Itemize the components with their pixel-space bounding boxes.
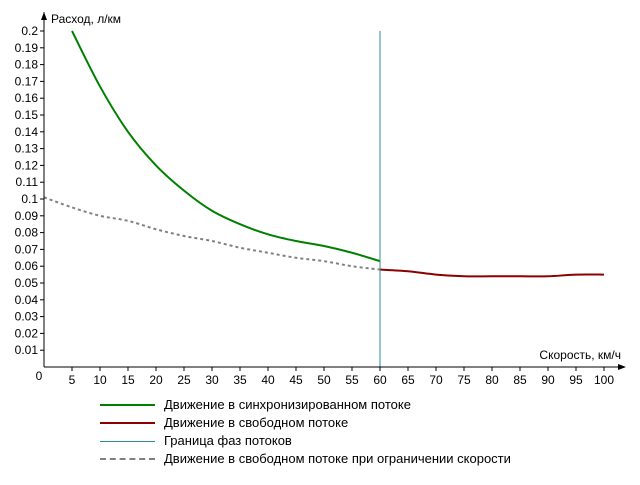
legend-label: Граница фаз потоков [164,433,292,448]
legend-item: Движение в свободном потоке [100,414,620,432]
y-tick-label: 0.05 [15,276,39,290]
x-tick-label: 5 [69,373,76,387]
series-line-speed-limited [43,196,381,271]
x-axis-arrow [618,364,626,370]
y-tick-label: 0.04 [15,293,39,307]
legend-item: Движение в синхронизированном потоке [100,396,620,414]
x-tick-label: 50 [317,373,331,387]
x-tick-label: 75 [457,373,471,387]
y-tick-label: 0.02 [15,326,39,340]
y-tick-label: 0.13 [15,142,39,156]
series-line [71,30,381,263]
origin-label: 0 [36,369,43,383]
legend-swatch [100,422,155,424]
y-tick-label: 0.15 [15,108,39,122]
x-tick-label: 15 [121,373,135,387]
y-tick-label: 0.01 [15,343,39,357]
legend-item: Граница фаз потоков [100,432,620,450]
x-tick-label: 45 [289,373,303,387]
x-tick-label: 30 [205,373,219,387]
y-tick-label: 0.2 [21,24,38,38]
legend-swatch [100,404,155,406]
x-tick-label: 10 [93,373,107,387]
series-line [379,268,605,278]
legend-label: Движение в свободном потоке [164,415,349,430]
y-tick-label: 0.17 [15,74,39,88]
y-tick-label: 0.12 [15,158,39,172]
y-tick-label: 0.19 [15,41,39,55]
legend-swatch [100,458,155,460]
x-axis-label: Скорость, км/ч [539,348,621,362]
x-tick-label: 20 [149,373,163,387]
x-tick-label: 90 [541,373,555,387]
y-tick-label: 0.16 [15,91,39,105]
legend: Движение в синхронизированном потоке Дви… [100,396,620,468]
x-tick-label: 95 [569,373,583,387]
x-tick-label: 25 [177,373,191,387]
x-tick-label: 70 [429,373,443,387]
y-tick-label: 0.14 [15,125,39,139]
x-tick-label: 55 [345,373,359,387]
x-tick-label: 60 [373,373,387,387]
legend-label: Движение в синхронизированном потоке [164,397,411,412]
y-tick-label: 0.11 [16,175,39,189]
x-tick-label: 40 [261,373,275,387]
y-tick-label: 0.09 [15,209,39,223]
y-tick-label: 0.1 [21,192,38,206]
y-tick-label: 0.06 [15,259,39,273]
y-axis-label: Расход, л/км [51,12,121,26]
x-tick-label: 85 [513,373,527,387]
x-tick-label: 80 [485,373,499,387]
legend-item: Движение в свободном потоке при ограниче… [100,450,620,468]
x-tick-label: 65 [401,373,415,387]
y-tick-label: 0.07 [15,242,39,256]
legend-label: Движение в свободном потоке при ограниче… [164,451,511,466]
y-tick-label: 0.18 [15,58,39,72]
y-axis-arrow [41,12,47,20]
y-tick-label: 0.08 [15,226,39,240]
y-tick-label: 0.03 [15,310,39,324]
x-tick-label: 35 [233,373,247,387]
legend-swatch [100,441,155,442]
x-tick-label: 100 [594,373,614,387]
